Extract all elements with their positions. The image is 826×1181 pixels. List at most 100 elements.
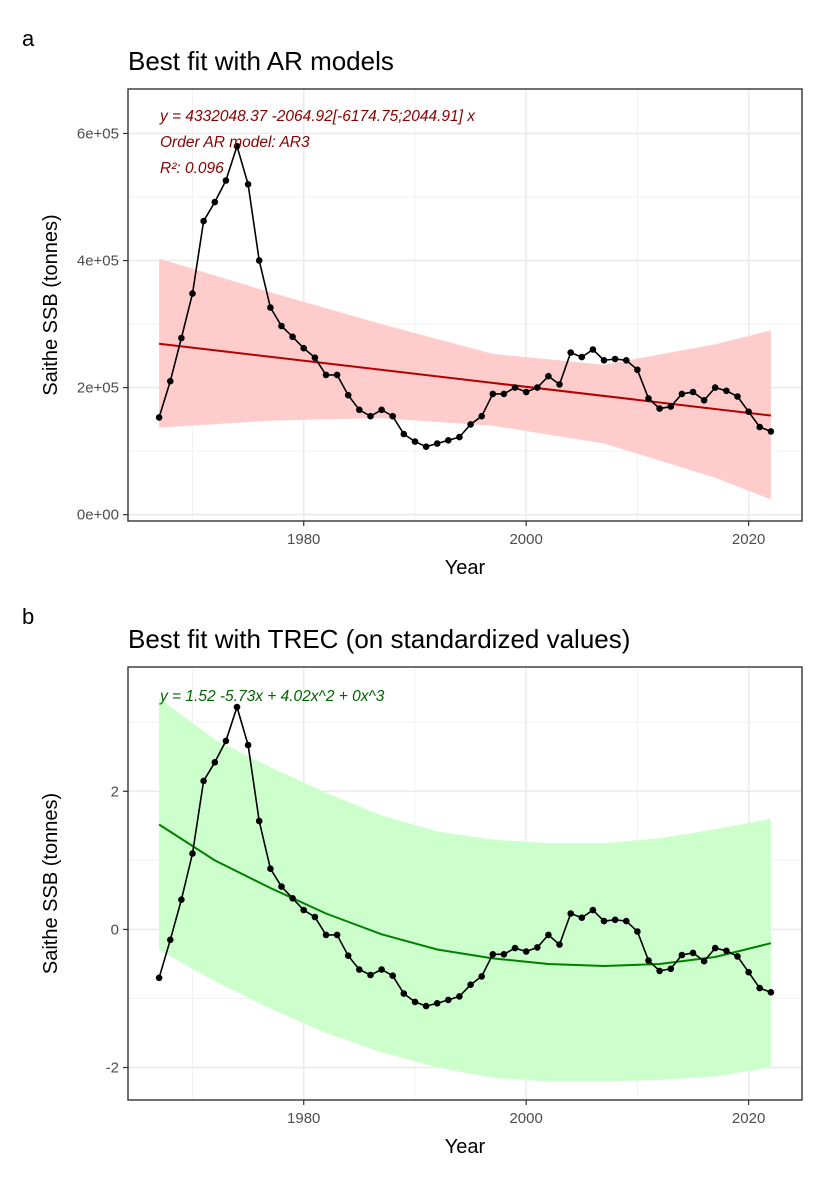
data-point bbox=[367, 971, 374, 979]
fit-line bbox=[158, 342, 772, 417]
data-point bbox=[678, 951, 686, 959]
data-point bbox=[545, 931, 552, 939]
data-point bbox=[556, 941, 563, 948]
y-tick-label: 6e+05 bbox=[77, 125, 119, 142]
data-point bbox=[445, 996, 452, 1004]
data-point bbox=[689, 949, 697, 957]
data-point bbox=[589, 906, 597, 914]
data-point bbox=[422, 443, 430, 451]
data-point bbox=[289, 333, 296, 341]
data-point bbox=[344, 391, 352, 399]
plot-border bbox=[127, 88, 803, 522]
x-tick-label: 1980 bbox=[287, 531, 320, 548]
data-point bbox=[200, 777, 207, 785]
data-point bbox=[267, 304, 274, 311]
chart-title: Best fit with TREC (on standardized valu… bbox=[128, 624, 630, 654]
data-point bbox=[244, 181, 252, 188]
data-point bbox=[211, 198, 219, 206]
data-point bbox=[478, 412, 486, 420]
x-tick-label: 2000 bbox=[509, 1110, 542, 1127]
data-point bbox=[367, 412, 374, 420]
data-point bbox=[634, 366, 641, 374]
data-point bbox=[678, 390, 686, 398]
data-point bbox=[178, 896, 185, 903]
data-point bbox=[522, 388, 530, 396]
data-point bbox=[667, 965, 675, 973]
equation-annotation: y = 1.52 -5.73x + 4.02x^2 + 0x^3 bbox=[159, 688, 385, 705]
data-point bbox=[545, 372, 552, 380]
data-point bbox=[255, 257, 263, 264]
data-point bbox=[167, 936, 174, 944]
data-point bbox=[300, 344, 308, 352]
data-point bbox=[356, 966, 363, 973]
data-point bbox=[489, 951, 497, 958]
data-point bbox=[611, 355, 619, 363]
data-point bbox=[467, 421, 474, 428]
data-point bbox=[222, 177, 230, 184]
data-point bbox=[378, 406, 385, 414]
data-point bbox=[567, 349, 574, 356]
data-point bbox=[467, 981, 474, 988]
data-point bbox=[289, 895, 296, 902]
data-point bbox=[322, 931, 330, 939]
data-point bbox=[278, 322, 285, 330]
data-point bbox=[400, 990, 408, 997]
data-point bbox=[667, 403, 675, 410]
data-point bbox=[222, 737, 230, 745]
x-tick-label: 2000 bbox=[509, 531, 542, 548]
data-point bbox=[233, 703, 241, 711]
plot-area bbox=[155, 698, 775, 1082]
data-point bbox=[422, 1002, 430, 1010]
data-point bbox=[645, 957, 652, 964]
data-point bbox=[456, 993, 463, 1000]
data-point bbox=[700, 957, 708, 965]
y-axis-title: Saithe SSB (tonnes) bbox=[40, 214, 62, 395]
y-tick-label: 0e+00 bbox=[77, 507, 119, 524]
data-point bbox=[189, 850, 196, 857]
data-point bbox=[578, 914, 586, 921]
chart-title: Best fit with AR models bbox=[128, 46, 394, 76]
y-tick-label: -2 bbox=[106, 1060, 119, 1077]
data-point bbox=[623, 357, 630, 364]
equation-annotation: R²: 0.096 bbox=[160, 160, 224, 177]
data-point bbox=[167, 377, 174, 385]
data-point bbox=[311, 913, 319, 921]
y-axis-title: Saithe SSB (tonnes) bbox=[40, 793, 62, 974]
data-point bbox=[745, 968, 752, 976]
data-point bbox=[489, 390, 497, 398]
data-point bbox=[300, 906, 308, 914]
data-point bbox=[723, 947, 730, 955]
data-point bbox=[378, 966, 385, 973]
x-tick-label: 1980 bbox=[287, 1110, 320, 1127]
data-point bbox=[756, 984, 763, 992]
y-tick-label: 0 bbox=[111, 921, 119, 938]
data-point bbox=[711, 944, 719, 952]
data-point bbox=[611, 916, 619, 924]
data-point bbox=[556, 381, 563, 388]
data-point bbox=[433, 440, 441, 447]
data-point bbox=[578, 353, 586, 361]
data-point bbox=[767, 428, 775, 435]
equation-annotation: Order AR model: AR3 bbox=[160, 134, 310, 151]
x-tick-label: 2020 bbox=[732, 1110, 765, 1127]
panel-tag: b bbox=[22, 604, 34, 629]
data-point bbox=[734, 393, 741, 400]
data-point bbox=[333, 931, 341, 939]
data-point bbox=[278, 883, 285, 890]
data-point bbox=[645, 395, 652, 402]
data-point bbox=[756, 423, 763, 431]
data-point bbox=[344, 952, 352, 959]
data-point bbox=[411, 438, 419, 445]
plot-border bbox=[127, 666, 803, 1101]
data-point bbox=[600, 357, 608, 364]
data-point bbox=[456, 433, 463, 441]
data-point bbox=[155, 974, 163, 982]
data-point bbox=[478, 973, 486, 980]
data-point bbox=[255, 817, 263, 825]
y-tick-label: 4e+05 bbox=[77, 253, 119, 270]
panel-tag: a bbox=[22, 26, 35, 51]
data-point bbox=[700, 397, 708, 404]
panel-a: a Best fit with AR models y = 4332048.37 -… bbox=[22, 26, 803, 579]
data-point bbox=[522, 948, 530, 955]
data-point bbox=[500, 390, 508, 398]
